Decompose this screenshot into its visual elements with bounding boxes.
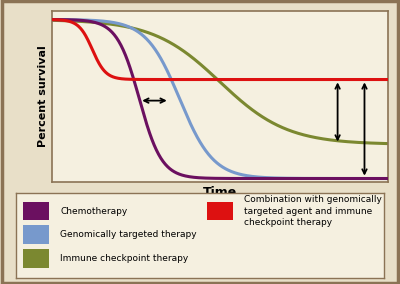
Text: Genomically targeted therapy: Genomically targeted therapy <box>60 230 197 239</box>
Text: Chemotherapy: Chemotherapy <box>60 206 128 216</box>
FancyBboxPatch shape <box>23 249 49 268</box>
Text: Combination with genomically
targeted agent and immune
checkpoint therapy: Combination with genomically targeted ag… <box>244 195 382 227</box>
FancyBboxPatch shape <box>23 202 49 220</box>
FancyBboxPatch shape <box>23 225 49 244</box>
Text: Immune checkpoint therapy: Immune checkpoint therapy <box>60 254 188 263</box>
Y-axis label: Percent survival: Percent survival <box>38 46 48 147</box>
FancyBboxPatch shape <box>207 202 233 220</box>
X-axis label: Time: Time <box>203 186 237 199</box>
